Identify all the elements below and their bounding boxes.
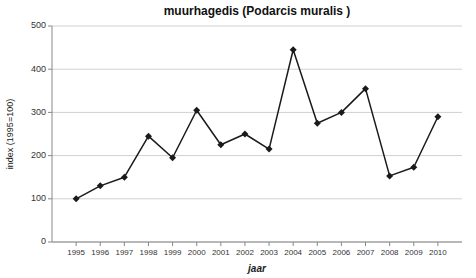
grid-line (52, 155, 462, 156)
grid-line (52, 198, 462, 199)
chart: 0 100 200 300 400 500 1995 1996 1997 1998 1999 2000… (0, 0, 476, 278)
y-tick (48, 26, 52, 27)
y-tick (48, 69, 52, 70)
marker (314, 120, 321, 127)
x-tick-label: 2010 (429, 248, 447, 257)
x-tick (293, 242, 294, 246)
grid-line (52, 242, 462, 243)
x-tick-label: 2000 (188, 248, 206, 257)
series (73, 46, 442, 202)
x-tick-label: 2002 (236, 248, 254, 257)
x-tick-label: 2009 (405, 248, 423, 257)
x-tick-label: 2003 (260, 248, 278, 257)
marker (410, 164, 417, 171)
marker (338, 109, 345, 116)
x-tick-label: 1998 (140, 248, 158, 257)
marker (121, 174, 128, 181)
marker (217, 141, 224, 148)
x-tick (437, 242, 438, 246)
chart-container: 0 100 200 300 400 500 1995 1996 1997 1998 1999 2000… (0, 0, 476, 278)
x-tick (413, 242, 414, 246)
x-tick (269, 242, 270, 246)
x-tick (244, 242, 245, 246)
y-tick-label: 300 (31, 107, 46, 117)
marker (290, 46, 297, 53)
y-tick-label: 100 (31, 193, 46, 203)
marker (266, 146, 273, 153)
x-axis-label: jaar (246, 263, 267, 274)
x-tick (341, 242, 342, 246)
y-axis-label: index (1995=100) (5, 99, 15, 169)
marker (241, 131, 248, 138)
x-tick-label: 1999 (164, 248, 182, 257)
x-tick-label: 1995 (67, 248, 85, 257)
grid-line (52, 26, 462, 27)
y-tick (48, 242, 52, 243)
x-tick (196, 242, 197, 246)
y-tick-label: 200 (31, 150, 46, 160)
y-tick (48, 112, 52, 113)
x-tick (172, 242, 173, 246)
grid (52, 26, 462, 242)
x-tick (365, 242, 366, 246)
y-tick-label: 400 (31, 64, 46, 74)
line (76, 50, 438, 199)
x-tick (220, 242, 221, 246)
y-axis-line (52, 26, 53, 242)
x-tick (76, 242, 77, 246)
x-axis-line (52, 242, 462, 243)
x-tick-label: 1996 (91, 248, 109, 257)
marker (434, 113, 441, 120)
marker (145, 133, 152, 140)
marker (169, 154, 176, 161)
y-tick (48, 155, 52, 156)
x-tick-label: 2005 (308, 248, 326, 257)
x-tick (100, 242, 101, 246)
x-tick-label: 2007 (357, 248, 375, 257)
x-tick (124, 242, 125, 246)
marker (73, 195, 80, 202)
x-tick (317, 242, 318, 246)
title: muurhagedis (Podarcis muralis ) (164, 4, 351, 18)
marker (362, 85, 369, 92)
y-tick (48, 198, 52, 199)
x-tick-label: 2008 (381, 248, 399, 257)
grid-line (52, 112, 462, 113)
marker (97, 182, 104, 189)
x-tick-label: 2006 (333, 248, 351, 257)
marker (193, 107, 200, 114)
x-tick (148, 242, 149, 246)
x-tick-label: 2001 (212, 248, 230, 257)
grid-line (52, 69, 462, 70)
marker (386, 172, 393, 179)
y-tick-label: 0 (41, 236, 46, 246)
x-tick (389, 242, 390, 246)
y-tick-label: 500 (31, 20, 46, 30)
x-tick-label: 2004 (284, 248, 302, 257)
x-tick-label: 1997 (115, 248, 133, 257)
axes: 0 100 200 300 400 500 1995 1996 1997 1998 1999 2000… (31, 20, 462, 257)
